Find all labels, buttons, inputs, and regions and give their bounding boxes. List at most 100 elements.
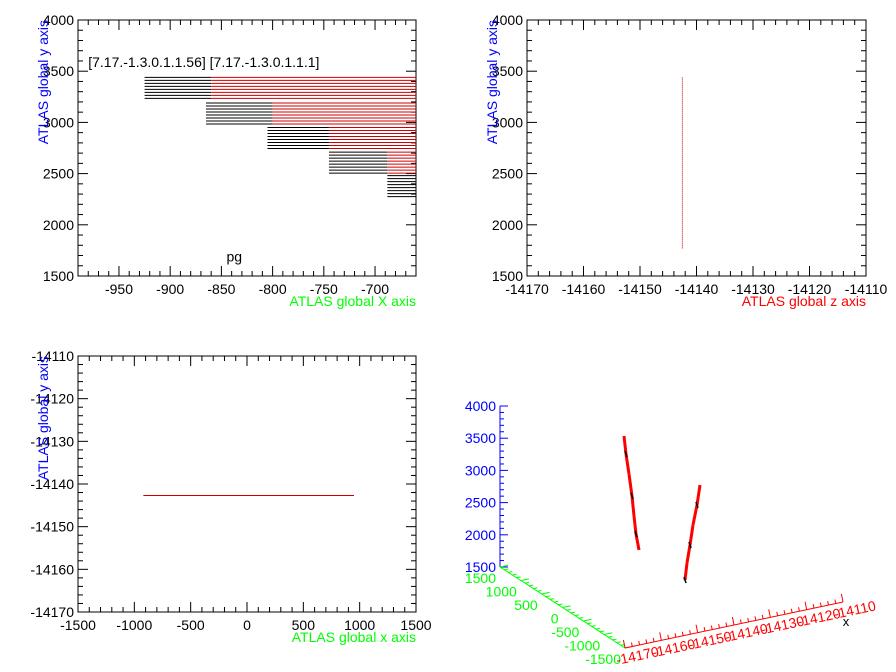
x-tick-label: 500 <box>292 617 316 633</box>
y-tick <box>529 584 534 587</box>
y-tick <box>520 578 529 581</box>
x-tick <box>812 604 815 609</box>
x-tick-label: -14140 <box>675 281 719 297</box>
plot-frame <box>526 19 867 277</box>
track-segment-3d <box>685 544 692 564</box>
x-tick <box>731 616 735 626</box>
x-tick-label: -14160 <box>562 281 606 297</box>
y-tick-label: -500 <box>551 624 579 640</box>
x-tick <box>827 600 829 606</box>
z-tick-label: 3000 <box>465 462 496 478</box>
x-tick-label: -700 <box>361 281 389 297</box>
track-segment-3d <box>691 504 699 526</box>
hit-marker-3d <box>624 450 628 458</box>
x-tick-label: -900 <box>156 281 184 297</box>
y-tick-label: -14130 <box>30 433 74 449</box>
y-tick <box>504 568 509 571</box>
y-tick <box>541 591 550 595</box>
x-tick-label: 1500 <box>400 617 431 633</box>
y-tick-label: 3500 <box>43 63 74 79</box>
y-tick <box>562 605 571 608</box>
hit-marker-3d <box>630 492 634 500</box>
x-tick <box>710 625 713 630</box>
x-tick-label: 0 <box>243 617 251 633</box>
y-tick <box>549 598 555 600</box>
x-tick <box>645 639 648 644</box>
y-tick-label: 2000 <box>43 217 74 233</box>
y-tick-label: -14160 <box>30 561 74 577</box>
y-tick-label: -1500 <box>585 651 621 667</box>
y-tick <box>612 638 617 641</box>
y-tick-label: 0 <box>551 611 559 627</box>
x-tick <box>638 640 641 646</box>
y-tick <box>554 600 559 603</box>
y-tick-label: 3500 <box>492 63 523 79</box>
y-tick <box>595 627 600 630</box>
y-tick <box>599 630 605 633</box>
corner-axis-label: x <box>843 614 850 629</box>
x-tick <box>834 599 837 604</box>
x-tick <box>695 624 699 633</box>
y-tick-label: 1000 <box>486 584 517 600</box>
x-tick-label: -1500 <box>60 617 96 633</box>
x-tick <box>840 593 844 603</box>
track-segment-3d <box>688 524 695 546</box>
y-axis-title: ATLAS global y axis <box>484 20 500 144</box>
x-axis-title: ATLAS global z axis <box>742 293 866 309</box>
y-tick-label: -14110 <box>31 348 74 364</box>
y-tick <box>508 571 513 573</box>
x-axis-title: ATLAS global x axis <box>292 629 416 645</box>
y-tick <box>591 625 596 627</box>
x-tick <box>754 616 757 621</box>
y-tick-label: 2000 <box>492 217 523 233</box>
x-tick <box>689 630 691 635</box>
x-tick-label: -14170 <box>505 281 549 297</box>
y-tick <box>512 573 517 576</box>
annotation-label: [7.17.-1.3.0.1.1.56] [7.17.-1.3.0.1.1.1] <box>88 54 319 70</box>
x-tick <box>739 619 742 624</box>
track-segment-3d <box>627 473 634 497</box>
x-tick <box>790 608 793 613</box>
y-tick-label: -14150 <box>30 519 74 535</box>
y-tick <box>574 614 580 617</box>
x-tick <box>783 610 786 615</box>
x-tick-label: -850 <box>207 281 235 297</box>
z-tick-label: 2000 <box>465 527 496 543</box>
y-tick-label: 4000 <box>492 12 523 28</box>
x-tick <box>761 614 764 619</box>
plot-frame <box>77 19 417 277</box>
y-tick-label: -14170 <box>30 604 74 620</box>
y-tick-label: 3000 <box>492 114 523 130</box>
y-tick <box>583 618 592 622</box>
y-tick-label: -14120 <box>30 391 74 407</box>
x-tick <box>674 633 677 638</box>
track-segment-3d <box>630 495 636 517</box>
x-tick-label: -14130 <box>731 281 775 297</box>
annotation-label: pg <box>227 249 243 265</box>
panel-3d-plot: 150020002500300035004000150010005000-500… <box>465 398 878 668</box>
y-tick <box>579 617 584 619</box>
y-tick-label: 4000 <box>43 12 74 28</box>
x-tick-label: -14110 <box>845 281 888 297</box>
x-tick <box>798 607 800 612</box>
y-tick-label: -1000 <box>564 638 600 654</box>
y-tick <box>566 608 571 611</box>
y-tick-label: 2500 <box>492 166 523 182</box>
y-tick-label: 1500 <box>492 268 523 284</box>
x-tick <box>768 609 771 618</box>
x-tick-label: -14110 <box>832 597 877 622</box>
y-axis-title: ATLAS global y axis <box>35 356 51 480</box>
x-tick <box>747 617 750 623</box>
hit-marker-3d <box>695 501 699 509</box>
x-tick <box>681 631 684 636</box>
x-tick-label: -950 <box>105 281 133 297</box>
y-tick <box>533 587 538 590</box>
track-segment-3d <box>624 453 631 475</box>
x-tick <box>659 632 662 641</box>
y-axis-title: ATLAS global y axis <box>35 20 51 144</box>
x-tick-label: -800 <box>259 281 287 297</box>
y-tick-label: 1500 <box>465 570 496 586</box>
panel-xy-plot: -950 -900 -850 -800 -750 -700 1500 2000 2500 3000… <box>35 12 417 309</box>
x-tick <box>718 623 720 629</box>
x-tick <box>776 611 779 616</box>
